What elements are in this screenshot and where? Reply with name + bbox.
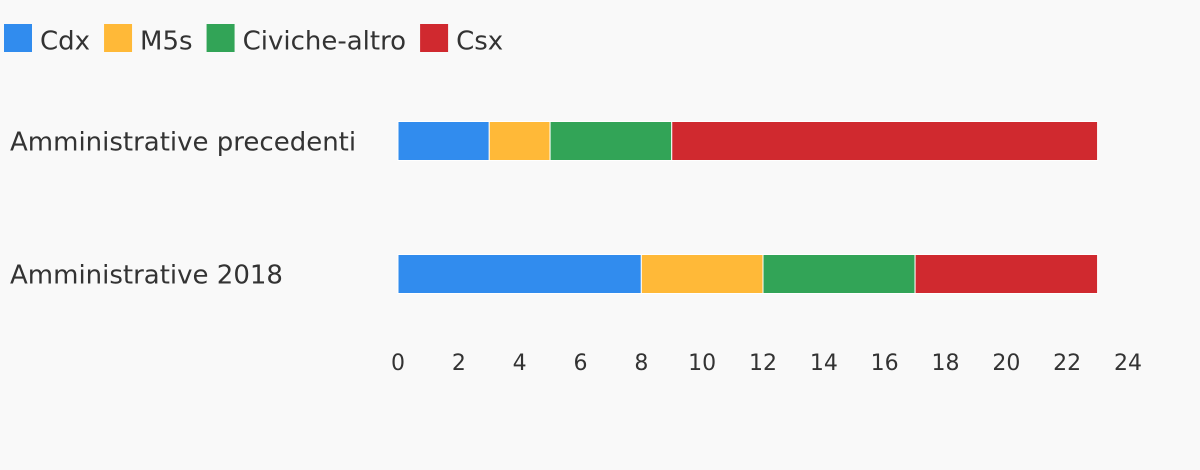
x-tick-label: 0 xyxy=(391,351,405,376)
bar-segment xyxy=(397,254,642,294)
bar-segment xyxy=(914,254,1099,294)
x-tick-label: 20 xyxy=(992,351,1020,376)
x-tick-label: 12 xyxy=(749,351,777,376)
x-tick-label: 16 xyxy=(871,351,899,376)
legend-swatch xyxy=(206,24,235,52)
bar-segment xyxy=(488,121,551,161)
bar-segment xyxy=(549,121,673,161)
x-tick-label: 14 xyxy=(810,351,838,376)
legend-swatch xyxy=(420,24,449,52)
legend-swatch xyxy=(104,24,133,52)
category-label: Amministrative precedenti xyxy=(10,128,356,158)
x-tick-label: 2 xyxy=(452,351,466,376)
x-tick-label: 24 xyxy=(1114,351,1142,376)
x-tick-label: 18 xyxy=(932,351,960,376)
legend-label: M5s xyxy=(140,27,193,57)
bar-segment xyxy=(397,121,490,161)
legend-label: Cdx xyxy=(40,27,90,57)
x-tick-label: 6 xyxy=(574,351,588,376)
legend-swatch xyxy=(4,24,32,52)
x-tick-label: 22 xyxy=(1053,351,1081,376)
x-tick-label: 4 xyxy=(513,351,527,376)
bar-segment xyxy=(640,254,764,294)
legend-label: Csx xyxy=(456,27,503,57)
bar-segment xyxy=(762,254,916,294)
legend-label: Civiche-altro xyxy=(243,27,407,57)
x-tick-label: 10 xyxy=(688,351,716,376)
x-tick-label: 8 xyxy=(634,351,648,376)
category-label: Amministrative 2018 xyxy=(10,261,283,291)
bar-segment xyxy=(671,121,1099,161)
